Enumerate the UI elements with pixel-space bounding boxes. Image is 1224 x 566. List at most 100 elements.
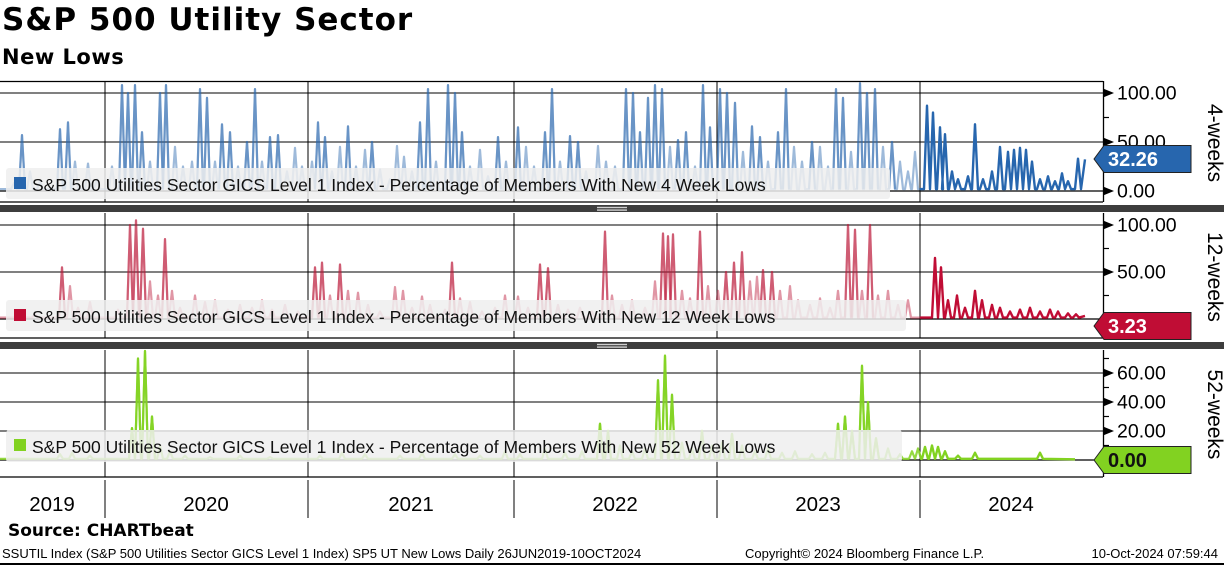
legend-label: S&P 500 Utilities Sector GICS Level 1 In…: [32, 307, 776, 327]
legend-label: S&P 500 Utilities Sector GICS Level 1 In…: [32, 437, 776, 457]
y-tick-label: 100.00: [1117, 83, 1177, 105]
legend-strip: [6, 168, 890, 199]
series-spike-overlay: [698, 84, 708, 190]
panel-axis-title-12-weeks: 12-weeks: [1203, 232, 1224, 322]
series-spike-overlay: [668, 233, 678, 318]
copyright-text: Copyright© 2024 Bloomberg Finance L.P.: [745, 546, 985, 561]
y-major-tick-arrow: [1103, 368, 1114, 378]
series-spike-overlay: [838, 96, 848, 190]
series-spike-overlay: [415, 121, 425, 190]
series-spike-overlay: [781, 87, 791, 190]
series-spike-overlay: [657, 87, 667, 190]
series-spike-overlay: [250, 87, 260, 190]
legend-marker-4-weeks[interactable]: [14, 177, 26, 189]
series-spike-overlay: [621, 87, 631, 190]
series-spike-overlay: [317, 261, 327, 318]
series-spike-overlay: [843, 223, 853, 318]
series-spike-overlay: [63, 121, 73, 190]
series-spike-overlay: [450, 91, 460, 190]
series-spike-overlay: [862, 91, 872, 190]
ticker-info: SSUTIL Index (S&P 500 Utilities Sector G…: [2, 546, 642, 561]
tag-value: 3.23: [1108, 316, 1147, 338]
y-major-tick-arrow: [1103, 137, 1114, 147]
series-spike-overlay: [123, 91, 133, 190]
series-spike-overlay: [643, 96, 653, 190]
series-spike-overlay: [138, 227, 148, 318]
series-spike-overlay: [658, 232, 668, 318]
x-year-label: 2019: [29, 493, 75, 516]
series-spike-overlay: [660, 354, 670, 459]
series-spike-overlay: [423, 87, 433, 190]
last-value-tag-4-weeks[interactable]: 32.26: [1093, 145, 1192, 173]
x-year-label: 2021: [388, 493, 434, 516]
legend-strip: [6, 430, 902, 462]
last-value-tag-12-weeks[interactable]: 3.23: [1093, 312, 1192, 340]
series-spike-overlay: [131, 219, 141, 318]
series-spike-overlay: [443, 84, 453, 190]
splitter-handle-icon[interactable]: [597, 343, 627, 346]
legend-marker-12-weeks[interactable]: [14, 309, 26, 321]
series-spike-overlay: [313, 121, 323, 190]
x-year-label: 2024: [988, 493, 1034, 516]
series-spike-overlay: [335, 263, 345, 318]
series-spike-overlay: [650, 84, 660, 190]
y-tick-label: 0.00: [1117, 181, 1155, 203]
y-major-tick-arrow: [1103, 88, 1114, 98]
series-spike-overlay: [831, 87, 841, 190]
series-spike-overlay: [628, 91, 638, 190]
series-spike-overlay: [857, 364, 867, 459]
splitter-handle-icon[interactable]: [597, 346, 627, 348]
series-spike-overlay: [125, 223, 135, 318]
y-major-tick-arrow: [1103, 220, 1114, 230]
series-spike-overlay: [447, 261, 457, 318]
panel-splitter[interactable]: [0, 205, 1224, 212]
page-subtitle: New Lows: [2, 45, 125, 69]
y-major-tick-arrow: [1103, 397, 1114, 407]
panel-splitter[interactable]: [0, 342, 1224, 349]
timestamp: 10-Oct-2024 07:59:44: [1091, 546, 1218, 561]
series-spike-overlay: [600, 230, 610, 318]
y-major-tick-arrow: [1103, 186, 1114, 196]
series-spike-overlay: [117, 84, 127, 190]
last-value-tag-52-weeks[interactable]: 0.00: [1093, 446, 1192, 474]
series-spike-overlay: [722, 91, 732, 190]
tag-value: 0.00: [1108, 450, 1147, 472]
y-major-tick-arrow: [1103, 267, 1114, 277]
series-spike-overlay: [535, 263, 545, 318]
series-spike-overlay: [547, 87, 557, 190]
splitter-handle-icon[interactable]: [597, 206, 627, 209]
tag-shape[interactable]: [1093, 446, 1192, 474]
x-year-label: 2022: [592, 493, 638, 516]
x-year-label: 2023: [795, 493, 841, 516]
series-spike-overlay: [217, 123, 227, 190]
legend-marker-52-weeks[interactable]: [14, 439, 26, 451]
series-spike-overlay: [663, 235, 673, 318]
series-spike-overlay: [729, 261, 739, 318]
series-spike-overlay: [855, 82, 865, 190]
tag-shape[interactable]: [1093, 312, 1192, 340]
y-major-tick-arrow: [1103, 426, 1114, 436]
y-tick-label: 50.00: [1117, 262, 1166, 284]
source-label: Source: CHARTbeat: [8, 521, 194, 541]
series-spike-overlay: [133, 357, 143, 459]
y-tick-label: 60.00: [1117, 363, 1166, 385]
x-axis: 2019 2020 2021 2022 2023 2024: [29, 480, 1034, 518]
page-title: S&P 500 Utility Sector: [2, 2, 414, 38]
series-spike-overlay: [870, 87, 880, 190]
tag-shape[interactable]: [1093, 145, 1192, 173]
y-tick-label: 20.00: [1117, 421, 1166, 443]
series-spike-overlay: [202, 96, 212, 190]
panel-axis-title-4-weeks: 4-weeks: [1203, 104, 1224, 182]
series-spike-overlay: [195, 87, 205, 190]
series-spike-overlay: [715, 87, 725, 190]
panel-axis-title-52-weeks: 52-weeks: [1203, 370, 1224, 460]
series-spike-overlay: [850, 228, 860, 318]
splitter-handle-icon[interactable]: [597, 209, 627, 211]
legend-strip: [6, 300, 906, 331]
series-spike-overlay: [160, 238, 170, 318]
series-spike-overlay: [695, 230, 705, 318]
y-tick-label: 100.00: [1117, 215, 1177, 237]
y-tick-label: 40.00: [1117, 392, 1166, 414]
series-spike-overlay: [140, 349, 150, 459]
